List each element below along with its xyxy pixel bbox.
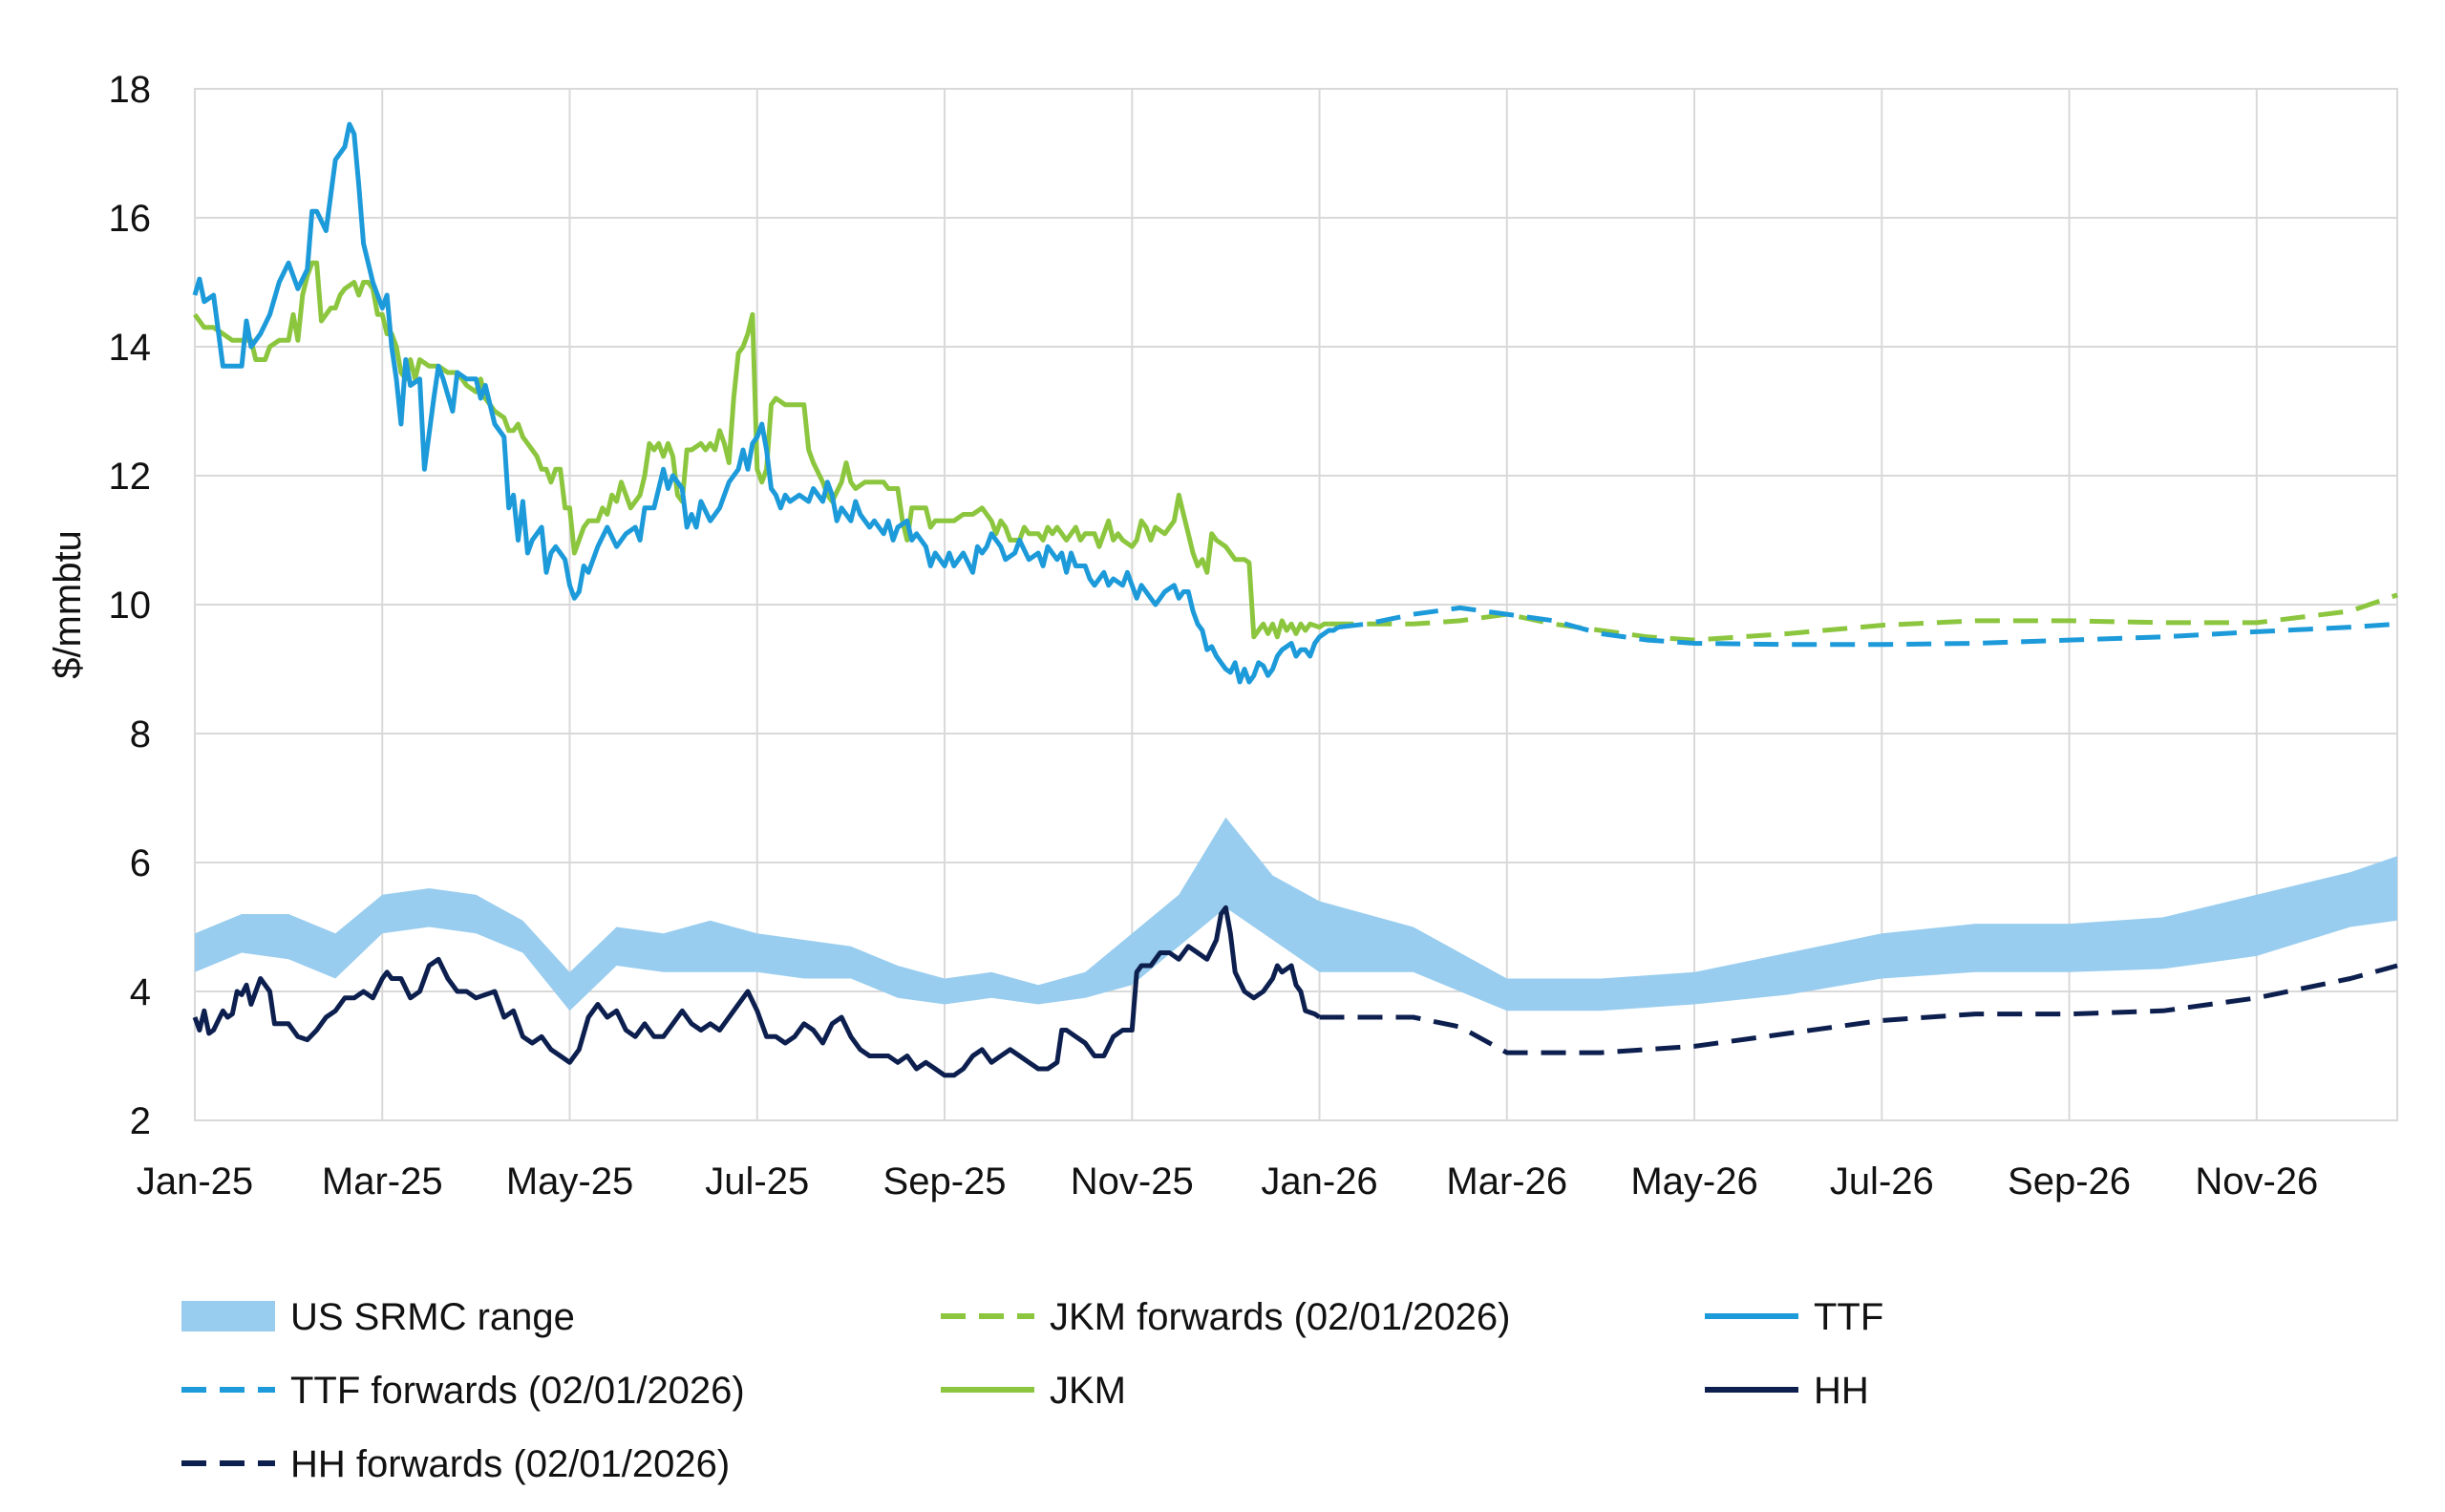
- legend-label-hh_fwd: HH forwards (02/01/2026): [290, 1443, 730, 1485]
- x-tick-label: Mar-25: [322, 1161, 443, 1203]
- legend-label-hh: HH: [1814, 1370, 1869, 1412]
- legend-swatch-srmc: [181, 1301, 275, 1331]
- x-tick-label: Sep-25: [883, 1161, 1007, 1203]
- x-tick-label: Sep-26: [2008, 1161, 2131, 1203]
- x-tick-label: May-25: [506, 1161, 633, 1203]
- x-tick-label: Nov-26: [2195, 1161, 2318, 1203]
- legend-label-srmc: US SRMC range: [290, 1296, 575, 1338]
- x-tick-label: Jul-25: [705, 1161, 809, 1203]
- x-axis-ticks: Jan-25 Mar-25 May-25 Jul-25 Sep-25 Nov-25 Jan-…: [137, 1161, 2318, 1203]
- hh-forwards-line: [1319, 963, 2398, 1055]
- y-tick-label: 16: [109, 198, 152, 240]
- series-lines-layer: [192, 121, 2398, 1078]
- legend-label-jkm: JKM: [1050, 1370, 1126, 1412]
- srmc-range-band: [195, 817, 2397, 1012]
- x-tick-label: Jul-26: [1830, 1161, 1934, 1203]
- y-axis-ticks: 2 4 6 8 10 12 14 16 18: [109, 69, 152, 1142]
- x-tick-label: May-26: [1630, 1161, 1757, 1203]
- x-tick-label: Mar-26: [1446, 1161, 1567, 1203]
- ttf-forwards-line: [1337, 605, 2398, 648]
- y-axis-title: $/mmbtu: [47, 530, 89, 679]
- y-tick-label: 6: [130, 842, 151, 884]
- jkm-line: [192, 260, 1329, 640]
- x-tick-label: Nov-25: [1071, 1161, 1194, 1203]
- x-tick-label: Jan-26: [1261, 1161, 1377, 1203]
- y-tick-label: 14: [109, 327, 152, 369]
- y-tick-label: 2: [130, 1100, 151, 1142]
- legend-label-jkm_fwd: JKM forwards (02/01/2026): [1050, 1296, 1510, 1338]
- legend-label-ttf_fwd: TTF forwards (02/01/2026): [290, 1370, 745, 1412]
- ttf-line: [192, 121, 1340, 685]
- y-tick-label: 8: [130, 713, 151, 756]
- y-tick-label: 18: [109, 69, 152, 111]
- hh-line: [192, 905, 1321, 1078]
- legend: US SRMC range JKM forwards (02/01/2026) TT…: [181, 1296, 1883, 1485]
- y-tick-label: 10: [109, 585, 152, 627]
- jkm-forwards-line: [1329, 592, 2398, 643]
- plot-area-border: [194, 88, 2398, 1121]
- y-tick-label: 4: [130, 971, 151, 1013]
- y-tick-label: 12: [109, 456, 152, 498]
- legend-label-ttf: TTF: [1814, 1296, 1883, 1338]
- x-tick-label: Jan-25: [137, 1161, 253, 1203]
- srmc-band-layer: [195, 817, 2397, 1012]
